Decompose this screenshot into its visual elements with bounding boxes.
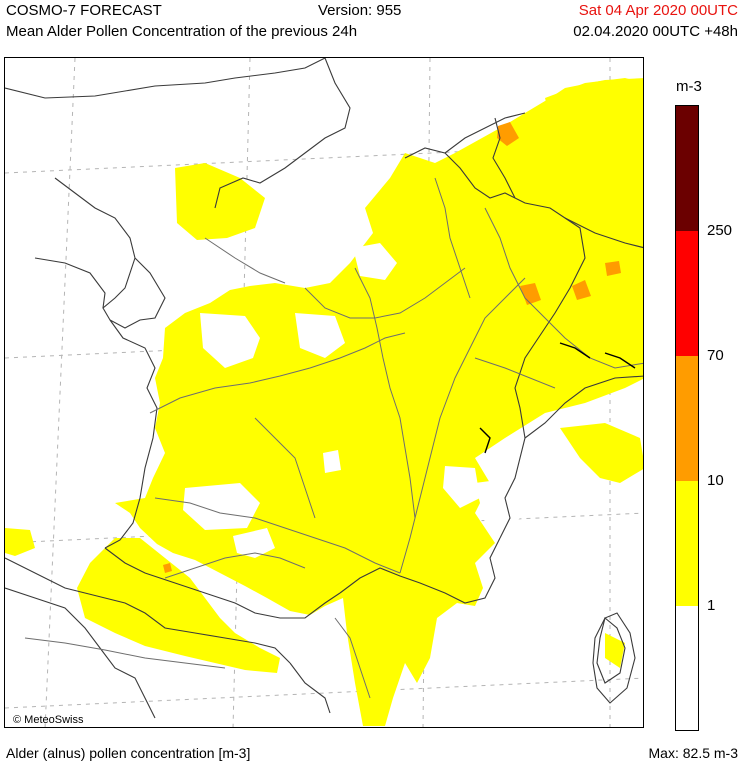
legend-label-70: 70 xyxy=(707,347,724,364)
borders xyxy=(5,58,643,719)
legend-label-10: 10 xyxy=(707,472,724,489)
legend-swatch-white xyxy=(676,606,698,730)
pollen-area-10-70 xyxy=(163,122,621,573)
forecast-title: COSMO-7 FORECAST xyxy=(6,2,162,19)
pollen-map: © MeteoSwiss xyxy=(4,57,644,728)
footer-max: Max: 82.5 m-3 xyxy=(648,745,738,761)
legend-swatch-darkred xyxy=(676,106,698,231)
pollen-area-below-1 xyxy=(183,243,525,558)
model-version: Version: 955 xyxy=(318,2,402,19)
lakes xyxy=(479,342,636,454)
legend-label-250: 250 xyxy=(707,222,733,239)
forecast-subtitle: Mean Alder Pollen Concentration of the p… xyxy=(6,23,358,40)
map-canvas xyxy=(5,58,643,727)
footer-description: Alder (alnus) pollen concentration [m-3] xyxy=(6,745,251,761)
pollen-area-1-10 xyxy=(5,78,643,726)
legend-swatch-orange xyxy=(676,356,698,481)
legend-unit: m-3 xyxy=(676,78,702,95)
color-legend xyxy=(675,105,699,731)
run-time: 02.04.2020 00UTC +48h xyxy=(573,23,738,40)
legend-label-1: 1 xyxy=(707,597,716,614)
rivers xyxy=(24,177,643,699)
valid-time: Sat 04 Apr 2020 00UTC xyxy=(578,2,738,19)
meteoswiss-credit: © MeteoSwiss xyxy=(13,714,84,726)
legend-swatch-red xyxy=(676,231,698,356)
legend-swatch-yellow xyxy=(676,481,698,606)
